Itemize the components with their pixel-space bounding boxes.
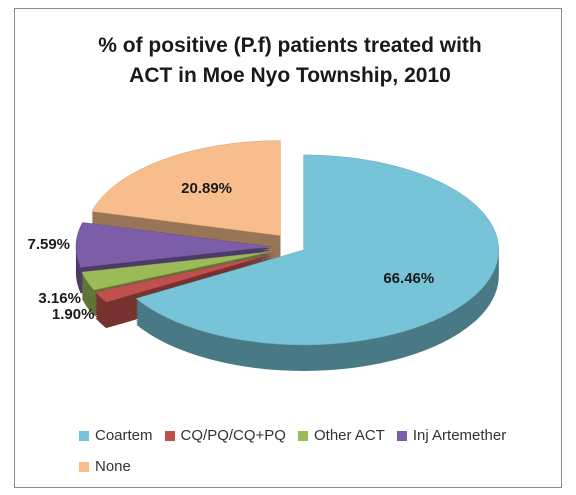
legend-label: None (95, 458, 131, 475)
data-label: 7.59% (27, 236, 70, 253)
legend-swatch (297, 430, 308, 441)
slice (75, 222, 272, 268)
legend-swatch (164, 430, 175, 441)
chart-frame: % of positive (P.f) patients treated wit… (14, 8, 562, 488)
legend: Coartem CQ/PQ/CQ+PQ Other ACT Inj Artemethe… (79, 427, 549, 475)
slice (94, 253, 274, 303)
legend-item: CQ/PQ/CQ+PQ (164, 427, 286, 444)
legend-label: Inj Artemether (412, 427, 507, 444)
pie-plot: 66.46% 1.90%3.16% 7.59% 20.89% (27, 140, 499, 371)
legend-item: Inj Artemether (396, 427, 507, 444)
data-label: 1.90% (52, 306, 95, 323)
legend-swatch (79, 430, 89, 441)
chart-title: % of positive (P.f) patients treated wit… (98, 34, 482, 87)
legend-item: Coartem (79, 427, 153, 444)
legend-item: Other ACT (297, 427, 385, 444)
legend-label: Other ACT (313, 427, 385, 444)
slice (91, 140, 281, 236)
legend-item: None (79, 458, 131, 475)
legend-swatch (396, 430, 407, 441)
legend-swatch (79, 461, 89, 472)
data-label: 3.16% (38, 290, 81, 307)
legend-label: Coartem (95, 427, 153, 444)
slice (81, 251, 273, 291)
data-label: 20.89% (181, 180, 232, 197)
slice (135, 154, 499, 346)
legend-label: CQ/PQ/CQ+PQ (180, 427, 286, 444)
data-label: 66.46% (383, 270, 434, 287)
